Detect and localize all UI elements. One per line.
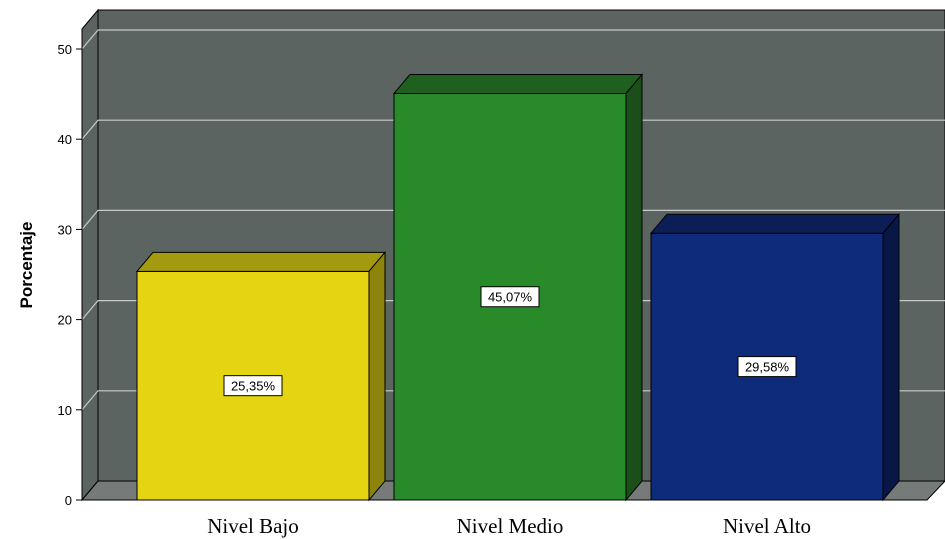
y-tick-label: 30 [58, 222, 72, 237]
bar-top [392, 73, 644, 94]
y-tick-label: 40 [58, 132, 72, 147]
bars: 25,35% 45,07% 29,58% [135, 73, 901, 502]
bar-top [135, 251, 387, 272]
data-label: 45,07% [488, 290, 533, 305]
bar-side [368, 250, 386, 502]
y-tick-label: 20 [58, 313, 72, 328]
data-label: 29,58% [745, 360, 790, 375]
gridline [81, 119, 945, 140]
bar-top [649, 213, 901, 234]
bar: 25,35% [135, 250, 387, 502]
side-wall [81, 8, 99, 502]
bar: 45,07% [392, 73, 644, 502]
y-tick-label: 0 [65, 493, 72, 508]
bar-side [625, 73, 643, 502]
x-axis-labels: Nivel Bajo Nivel Medio Nivel Alto [207, 514, 811, 538]
bar-side [882, 212, 900, 502]
y-tick-label: 10 [58, 403, 72, 418]
x-category-label: Nivel Bajo [207, 514, 299, 538]
gridline [81, 209, 945, 230]
x-category-label: Nivel Alto [723, 514, 811, 538]
bar: 29,58% [649, 212, 901, 502]
data-label-box [480, 286, 540, 308]
data-label-box [223, 375, 283, 397]
x-category-label: Nivel Medio [457, 514, 564, 538]
y-axis-title: Porcentaje [17, 222, 36, 309]
y-tick-label: 50 [58, 42, 72, 57]
y-axis-ticks: 0 10 20 30 40 50 [58, 29, 83, 508]
data-label: 25,35% [231, 379, 276, 394]
gridline [81, 29, 945, 50]
data-label-box [737, 356, 797, 378]
